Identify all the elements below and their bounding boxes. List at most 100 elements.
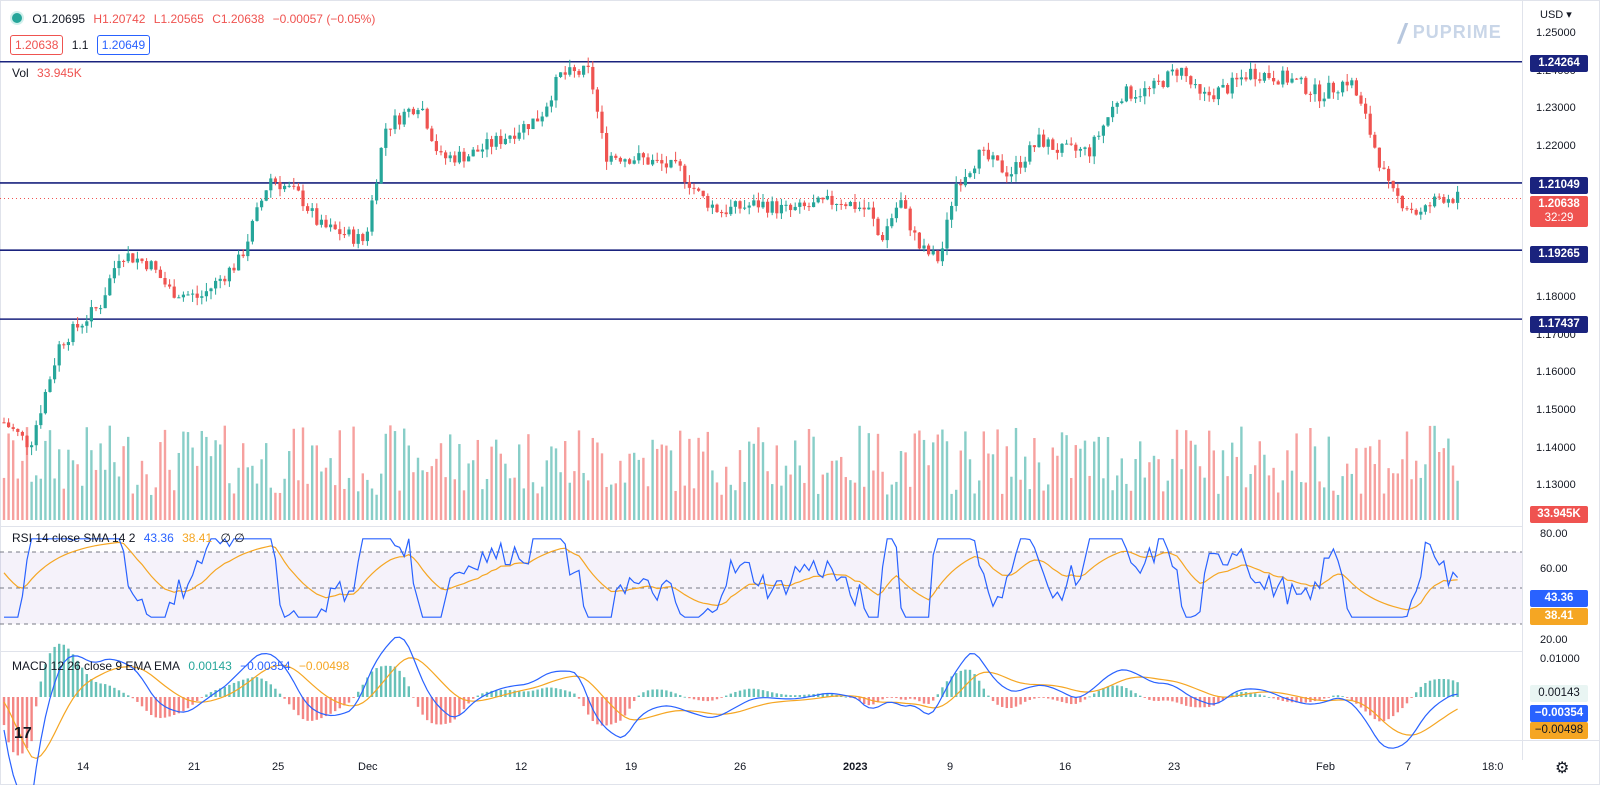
candle-body — [991, 155, 995, 160]
macd-histogram-bar — [306, 697, 309, 721]
candle-body — [1391, 180, 1395, 189]
volume-bar — [775, 445, 778, 520]
candle-body — [1442, 197, 1446, 203]
candle-body — [310, 208, 314, 211]
rsi-sma-line — [3, 541, 1458, 611]
candle-body — [816, 197, 820, 203]
volume-bar — [288, 451, 291, 520]
current-volume-tag: 33.945K — [1530, 506, 1588, 523]
macd-histogram-bar — [1258, 694, 1261, 697]
macd-histogram-bar — [1263, 695, 1266, 697]
tradingview-logo-icon[interactable]: 17 — [14, 725, 32, 742]
volume-bar — [688, 438, 691, 520]
candle-body — [517, 132, 521, 139]
macd-histogram-bar — [1175, 697, 1179, 703]
macd-histogram-bar — [1277, 697, 1280, 700]
macd-histogram-bar — [1350, 697, 1353, 701]
candle-body — [1088, 147, 1092, 157]
high-value: H1.20742 — [93, 12, 146, 26]
candle-body — [1055, 149, 1059, 153]
candle-body — [462, 151, 466, 162]
volume-bar — [522, 488, 525, 520]
candle-body — [692, 187, 696, 189]
volume-bar — [1102, 478, 1105, 520]
time-axis-divider — [0, 740, 1600, 741]
candle-body — [1345, 81, 1349, 86]
volume-label: Vol — [12, 66, 29, 80]
macd-histogram-bar — [1033, 697, 1036, 699]
macd-histogram-bar — [531, 690, 535, 697]
macd-histogram-bar — [1456, 682, 1459, 697]
macd-histogram-bar — [702, 697, 705, 701]
candle-body — [1078, 148, 1082, 151]
candle-body — [1216, 87, 1220, 100]
live-status-icon — [10, 11, 24, 25]
volume-bar — [577, 430, 581, 520]
volume-bar — [858, 425, 861, 520]
volume-bar — [1194, 444, 1197, 520]
macd-histogram-bar — [186, 697, 190, 709]
macd-histogram-bar — [439, 697, 443, 725]
gear-icon[interactable]: ⚙ — [1555, 760, 1570, 777]
volume-bar — [53, 478, 56, 520]
macd-histogram-bar — [982, 688, 985, 697]
volume-bar — [1277, 492, 1280, 520]
candle-body — [94, 307, 98, 309]
candle-body — [563, 72, 567, 75]
macd-legend: MACD 12 26 close 9 EMA EMA 0.00143 −0.00… — [12, 659, 354, 673]
candle-body — [1318, 84, 1322, 102]
candle-body — [402, 111, 406, 125]
macd-histogram-bar — [1060, 697, 1064, 702]
candle-body — [526, 124, 530, 130]
volume-bar — [1456, 480, 1459, 520]
ask-button[interactable]: 1.20649 — [96, 35, 151, 55]
candle-body — [559, 72, 563, 77]
macd-histogram-bar — [932, 697, 935, 701]
candle-body — [1451, 199, 1455, 203]
candle-body — [246, 241, 250, 257]
open-value: O1.20695 — [32, 12, 86, 26]
volume-bar — [1152, 455, 1156, 520]
candle-body — [1249, 68, 1253, 80]
candle-body — [609, 155, 613, 162]
macd-histogram-bar — [1019, 697, 1022, 705]
bid-button[interactable]: 1.20638 — [10, 35, 64, 55]
volume-bar — [269, 487, 272, 520]
candle-body — [453, 155, 457, 163]
candle-body — [237, 254, 241, 271]
volume-bar — [200, 430, 203, 520]
candle-body — [158, 269, 162, 279]
candle-body — [1166, 71, 1170, 87]
volume-bar — [1244, 487, 1248, 520]
candle-body — [1157, 80, 1161, 82]
macd-histogram-bar — [987, 695, 990, 697]
macd-line-value: −0.00354 — [240, 659, 291, 673]
rsi-value: 43.36 — [143, 531, 174, 545]
candle-body — [756, 200, 760, 208]
candle-body — [1083, 147, 1087, 149]
macd-histogram-bar — [292, 697, 295, 710]
current-price-tag: 1.20638 32:29 — [1530, 196, 1588, 227]
candle-body — [1272, 78, 1276, 82]
macd-histogram-bar — [522, 691, 525, 697]
macd-histogram-bar — [283, 697, 286, 699]
volume-bar — [122, 446, 125, 520]
volume-bar — [1060, 432, 1064, 520]
volume-bar — [136, 484, 139, 520]
candle-body — [1184, 67, 1188, 77]
macd-histogram-bar — [651, 689, 654, 697]
candle-body — [1014, 162, 1018, 175]
macd-histogram-bar — [803, 694, 806, 697]
candle-body — [1230, 77, 1234, 94]
macd-histogram-bar — [131, 697, 134, 699]
volume-bar — [140, 460, 144, 520]
currency-selector[interactable]: USD ▾ — [1540, 9, 1572, 21]
volume-bar — [674, 490, 677, 520]
macd-histogram-bar — [706, 697, 709, 702]
candle-body — [329, 224, 333, 228]
volume-bar — [168, 469, 171, 520]
macd-histogram-bar — [973, 674, 976, 697]
candle-body — [945, 219, 949, 249]
volume-bar — [1134, 459, 1137, 520]
